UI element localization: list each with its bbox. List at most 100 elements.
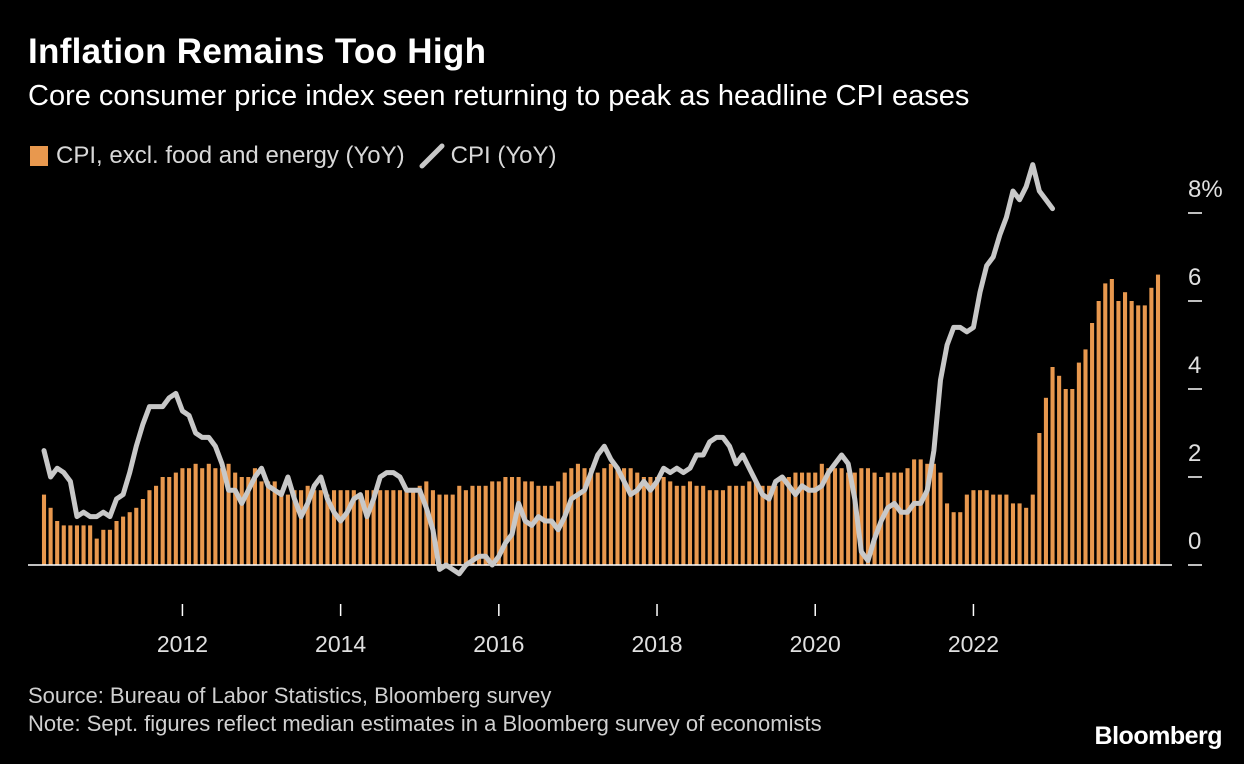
core-cpi-bar (127, 512, 132, 565)
core-cpi-bar (747, 481, 752, 565)
core-cpi-bar (938, 472, 943, 565)
chart-title: Inflation Remains Too High (28, 32, 487, 71)
core-cpi-bar (477, 485, 482, 565)
core-cpi-bar (371, 490, 376, 565)
legend-label-core: CPI, excl. food and energy (YoY) (56, 142, 405, 169)
core-cpi-bar (107, 529, 112, 565)
core-cpi-bar (417, 485, 422, 565)
core-cpi-bar (114, 521, 119, 565)
core-cpi-bar (259, 481, 264, 565)
core-cpi-bar (364, 490, 370, 565)
core-cpi-bar (681, 485, 686, 565)
core-cpi-bar (411, 490, 416, 565)
core-cpi-bar (997, 494, 1002, 565)
core-cpi-bar (753, 481, 758, 565)
core-cpi-bar (668, 481, 673, 565)
core-cpi-bar (984, 490, 989, 565)
core-cpi-bar (1076, 362, 1081, 565)
core-cpi-bar (101, 529, 106, 565)
core-cpi-bar (635, 472, 640, 565)
core-cpi-bar (661, 477, 666, 565)
core-cpi-bar (575, 463, 580, 565)
core-cpi-bar (331, 490, 337, 565)
legend-line-swatch (419, 143, 445, 169)
core-cpi-bar (325, 494, 330, 565)
core-cpi-bar (582, 468, 587, 565)
core-cpi-bar (958, 512, 963, 565)
core-cpi-bar (569, 468, 574, 565)
core-cpi-bar (589, 468, 594, 565)
core-cpi-bar (1096, 301, 1101, 565)
core-cpi-bar (503, 477, 508, 565)
core-cpi-bar (832, 468, 838, 565)
core-cpi-bar (180, 468, 185, 565)
core-cpi-bar (404, 490, 409, 565)
core-cpi-bar (384, 490, 389, 565)
core-cpi-bar (536, 485, 541, 565)
core-cpi-bar (61, 525, 66, 565)
core-cpi-bar (964, 494, 969, 565)
cpi-series-line (41, 162, 1056, 577)
core-cpi-bar (226, 463, 231, 565)
core-cpi-bar (622, 468, 627, 565)
core-cpi-bar (674, 485, 679, 565)
core-cpi-bar (885, 472, 890, 565)
core-cpi-bar (556, 481, 561, 565)
core-cpi-bar (219, 468, 225, 565)
core-cpi-bar (88, 525, 93, 565)
core-cpi-bar (292, 490, 297, 565)
core-cpi-bar (391, 490, 396, 565)
core-cpi-bar (121, 516, 126, 565)
core-cpi-bar (542, 485, 548, 565)
x-tick-label: 2018 (631, 631, 682, 657)
core-cpi-bar (714, 490, 719, 565)
core-cpi-bar (628, 468, 633, 565)
core-cpi-bar (173, 472, 178, 565)
core-cpi-bar (912, 459, 917, 565)
core-cpi-bar (925, 463, 930, 565)
core-cpi-bar (1057, 375, 1062, 565)
x-tick-label: 2020 (790, 631, 841, 657)
y-tick-label: 6 (1188, 264, 1201, 291)
core-cpi-bar (470, 485, 475, 565)
y-tick-label: 4 (1188, 352, 1201, 379)
core-cpi-bar (826, 468, 831, 565)
core-cpi-bar (397, 490, 402, 565)
core-cpi-bar (206, 463, 211, 565)
core-cpi-bar (648, 477, 653, 565)
core-cpi-bar (641, 477, 646, 565)
core-cpi-bar (160, 477, 165, 565)
core-cpi-bar (1123, 292, 1128, 565)
core-cpi-bar (94, 538, 99, 565)
core-cpi-bar (806, 472, 811, 565)
core-cpi-bar (167, 477, 172, 565)
core-cpi-bar (351, 490, 356, 565)
core-cpi-bar (345, 490, 350, 565)
core-cpi-bar (358, 494, 363, 565)
source-note: Source: Bureau of Labor Statistics, Bloo… (28, 683, 552, 708)
core-cpi-bar (1030, 494, 1035, 565)
core-cpi-bar (154, 485, 159, 565)
core-cpi-bar (1149, 287, 1154, 565)
core-cpi-bar (800, 472, 805, 565)
core-cpi-bar (859, 468, 864, 565)
core-cpi-bar (279, 490, 284, 565)
core-cpi-bar (444, 494, 449, 565)
core-cpi-bar (239, 477, 244, 565)
core-cpi-bar (846, 472, 851, 565)
chart-plot: 0 2 4 6 8% 2012 2014 2016 2018 2020 2022 (28, 162, 1223, 657)
core-cpi-bar (1142, 305, 1147, 565)
footnote: Note: Sept. figures reflect median estim… (28, 711, 822, 736)
x-tick-label: 2012 (157, 631, 208, 657)
core-cpi-bar (977, 490, 983, 565)
legend-item-cpi: CPI (YoY) (405, 142, 556, 170)
core-cpi-bar (246, 477, 251, 565)
core-cpi-bar (1004, 494, 1009, 565)
core-cpi-bar (707, 490, 712, 565)
core-cpi-bar (1070, 389, 1075, 565)
core-cpi-bar (272, 481, 277, 565)
core-cpi-bar (318, 490, 323, 565)
core-cpi-bar (1017, 503, 1022, 565)
core-cpi-bar (68, 525, 73, 565)
core-cpi-bar (898, 472, 903, 565)
